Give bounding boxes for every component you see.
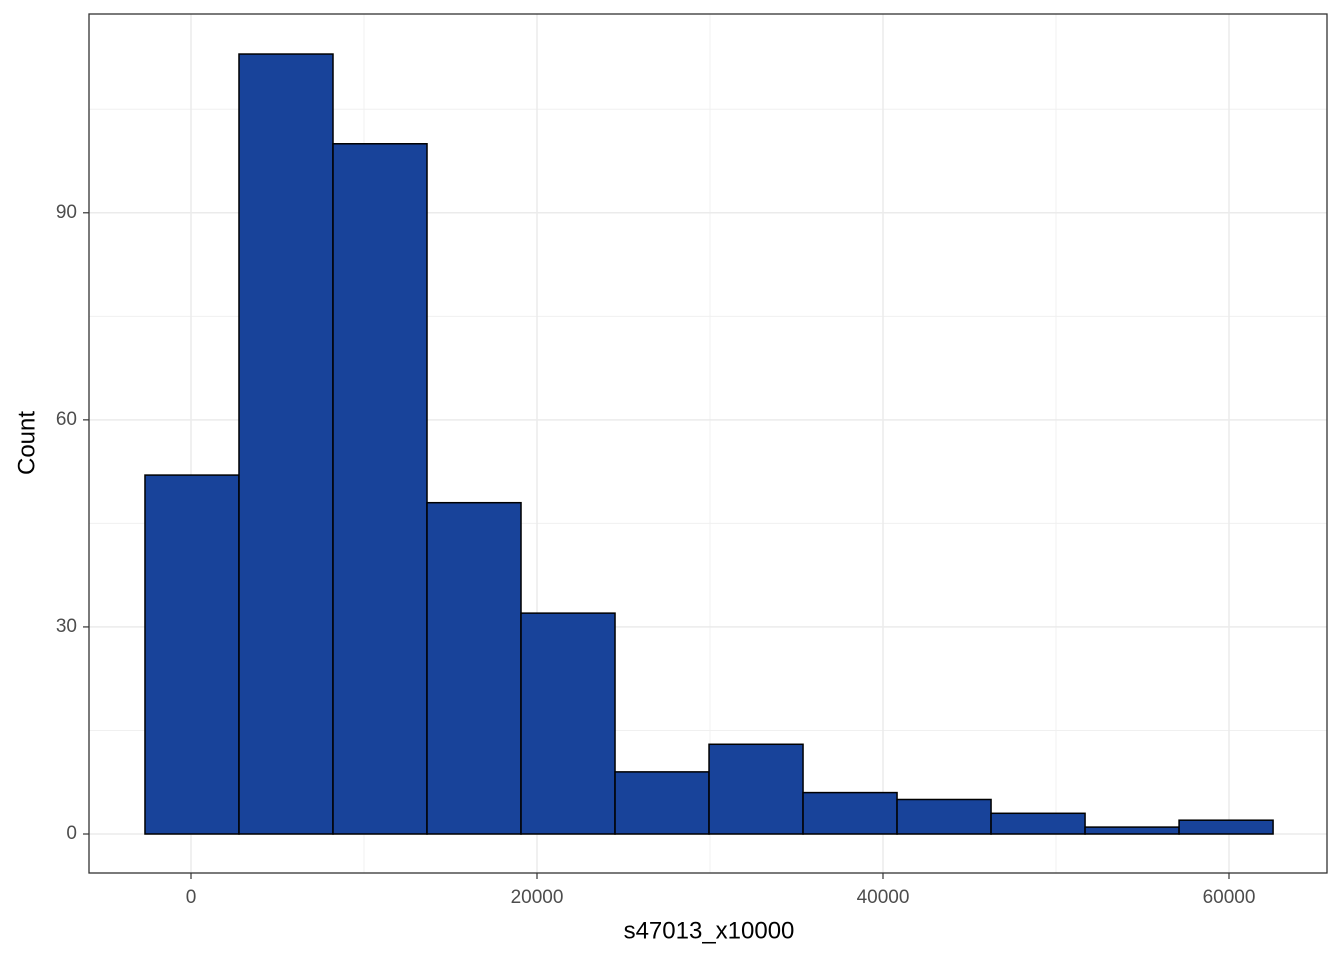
histogram-bar [614,771,710,835]
histogram-bar [426,501,522,835]
histogram-bar [1178,819,1274,835]
histogram-bar [896,798,992,835]
y-tick-label: 0 [66,823,77,844]
histogram-bar [708,743,804,835]
histogram-bar [238,53,334,835]
x-tick-label: 40000 [857,887,910,908]
histogram-bar [520,612,616,835]
y-tick-label: 90 [56,202,77,223]
histogram-bar [1084,826,1180,835]
x-tick-label: 60000 [1203,887,1256,908]
panel-border [88,13,1328,874]
y-tick-label: 30 [56,616,77,637]
x-tick-label: 0 [186,887,197,908]
x-axis-title: s47013_x10000 [624,917,795,944]
y-axis-title: Count [13,411,40,475]
histogram-bar [990,812,1086,835]
histogram-bar [144,474,240,835]
y-tick-label: 60 [56,409,77,430]
histogram-bar [332,143,428,835]
histogram-bar [802,791,898,835]
x-tick-label: 20000 [511,887,564,908]
